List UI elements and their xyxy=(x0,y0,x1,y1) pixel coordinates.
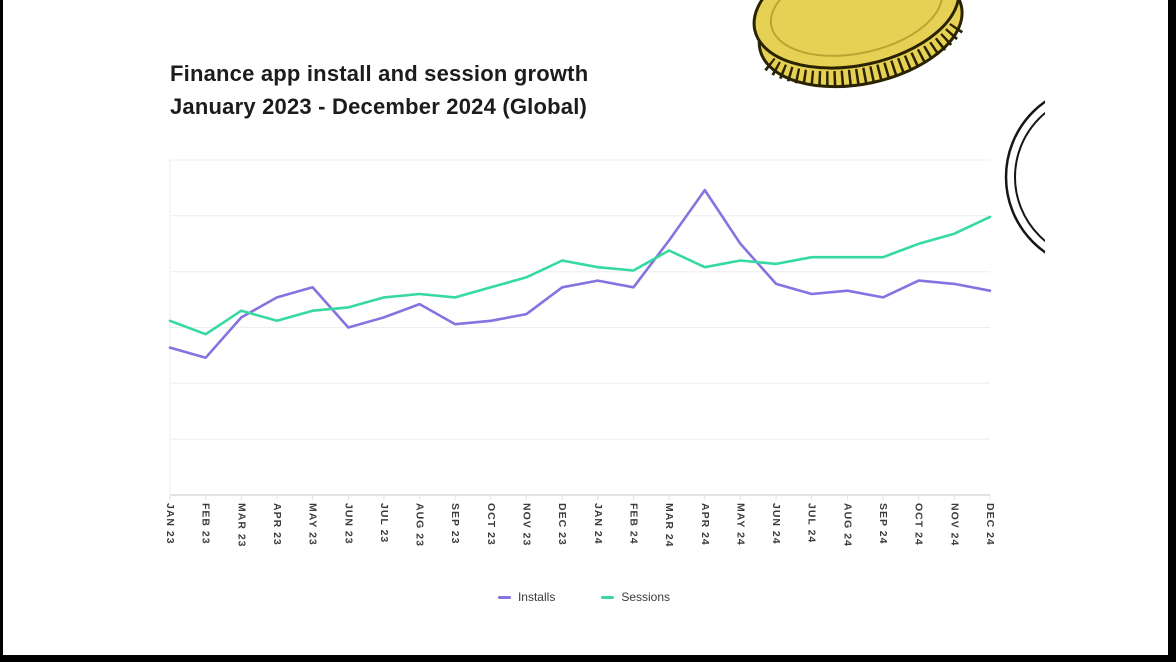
x-axis-label: JUL 23 xyxy=(377,503,390,544)
coin-illustration xyxy=(745,0,973,97)
x-axis-labels: JAN 23 FEB 23 MAR 23 APR 23 MAY 23 JUN 23 JUL … xyxy=(164,503,996,567)
x-axis-label: AUG 24 xyxy=(841,503,854,547)
x-axis-label: FEB 23 xyxy=(199,503,212,545)
legend-item-installs: Installs xyxy=(497,590,556,604)
sessions-legend-swatch xyxy=(601,595,615,599)
x-axis-label: MAR 23 xyxy=(235,503,248,548)
x-axis-label: OCT 24 xyxy=(912,503,925,546)
outer-circle-outline xyxy=(1004,100,1045,254)
x-axis-label: DEC 24 xyxy=(984,503,996,546)
x-axis-label: JAN 23 xyxy=(164,503,176,545)
sessions-legend-label: Sessions xyxy=(621,590,671,604)
circle-illustration xyxy=(1002,82,1045,272)
coin-svg xyxy=(752,0,966,89)
x-axis-label: AUG 23 xyxy=(413,503,426,547)
inner-circle-outline xyxy=(1014,111,1045,243)
coin-inner-ring xyxy=(769,0,944,57)
circle-svg xyxy=(1004,100,1045,254)
legend-item-sessions: Sessions xyxy=(601,590,670,604)
chart-title-line-1: Finance app install and session growth xyxy=(170,61,589,86)
x-axis-label: SEP 24 xyxy=(877,503,889,545)
x-axis-label: NOV 23 xyxy=(520,503,533,547)
x-axis-label: APR 24 xyxy=(698,503,711,546)
chart-title: Finance app install and session growth J… xyxy=(170,57,588,123)
chart-legend: Installs Sessions xyxy=(0,590,1168,604)
x-axis-label: MAR 24 xyxy=(663,503,676,548)
x-axis-label: JUN 24 xyxy=(770,503,783,545)
series-line-installs xyxy=(168,188,992,359)
x-axis-label: JUL 24 xyxy=(805,503,818,544)
x-axis-label: MAY 23 xyxy=(306,503,319,546)
letterbox-left xyxy=(0,0,3,662)
x-axis-label: JUN 23 xyxy=(342,503,355,545)
installs-legend-label: Installs xyxy=(517,590,556,604)
chart-canvas xyxy=(168,159,992,500)
chart-title-line-2: January 2023 - December 2024 (Global) xyxy=(170,94,588,119)
x-axis-label: APR 23 xyxy=(271,503,283,546)
x-axis-label: FEB 24 xyxy=(627,503,640,545)
series-line-sessions xyxy=(168,215,992,336)
x-axis-label: NOV 24 xyxy=(948,503,961,547)
x-axis-label: JAN 24 xyxy=(591,503,604,545)
chart-plot-area xyxy=(168,159,992,500)
coin-edge-ridges xyxy=(764,19,966,87)
x-axis-label: MAY 24 xyxy=(734,503,747,546)
x-axis-label: OCT 23 xyxy=(484,503,497,546)
letterbox-bottom xyxy=(0,655,1176,662)
x-axis-label: DEC 23 xyxy=(556,503,569,546)
installs-legend-swatch xyxy=(497,595,511,599)
letterbox-right xyxy=(1168,0,1176,662)
x-axis-label: SEP 23 xyxy=(449,503,462,545)
